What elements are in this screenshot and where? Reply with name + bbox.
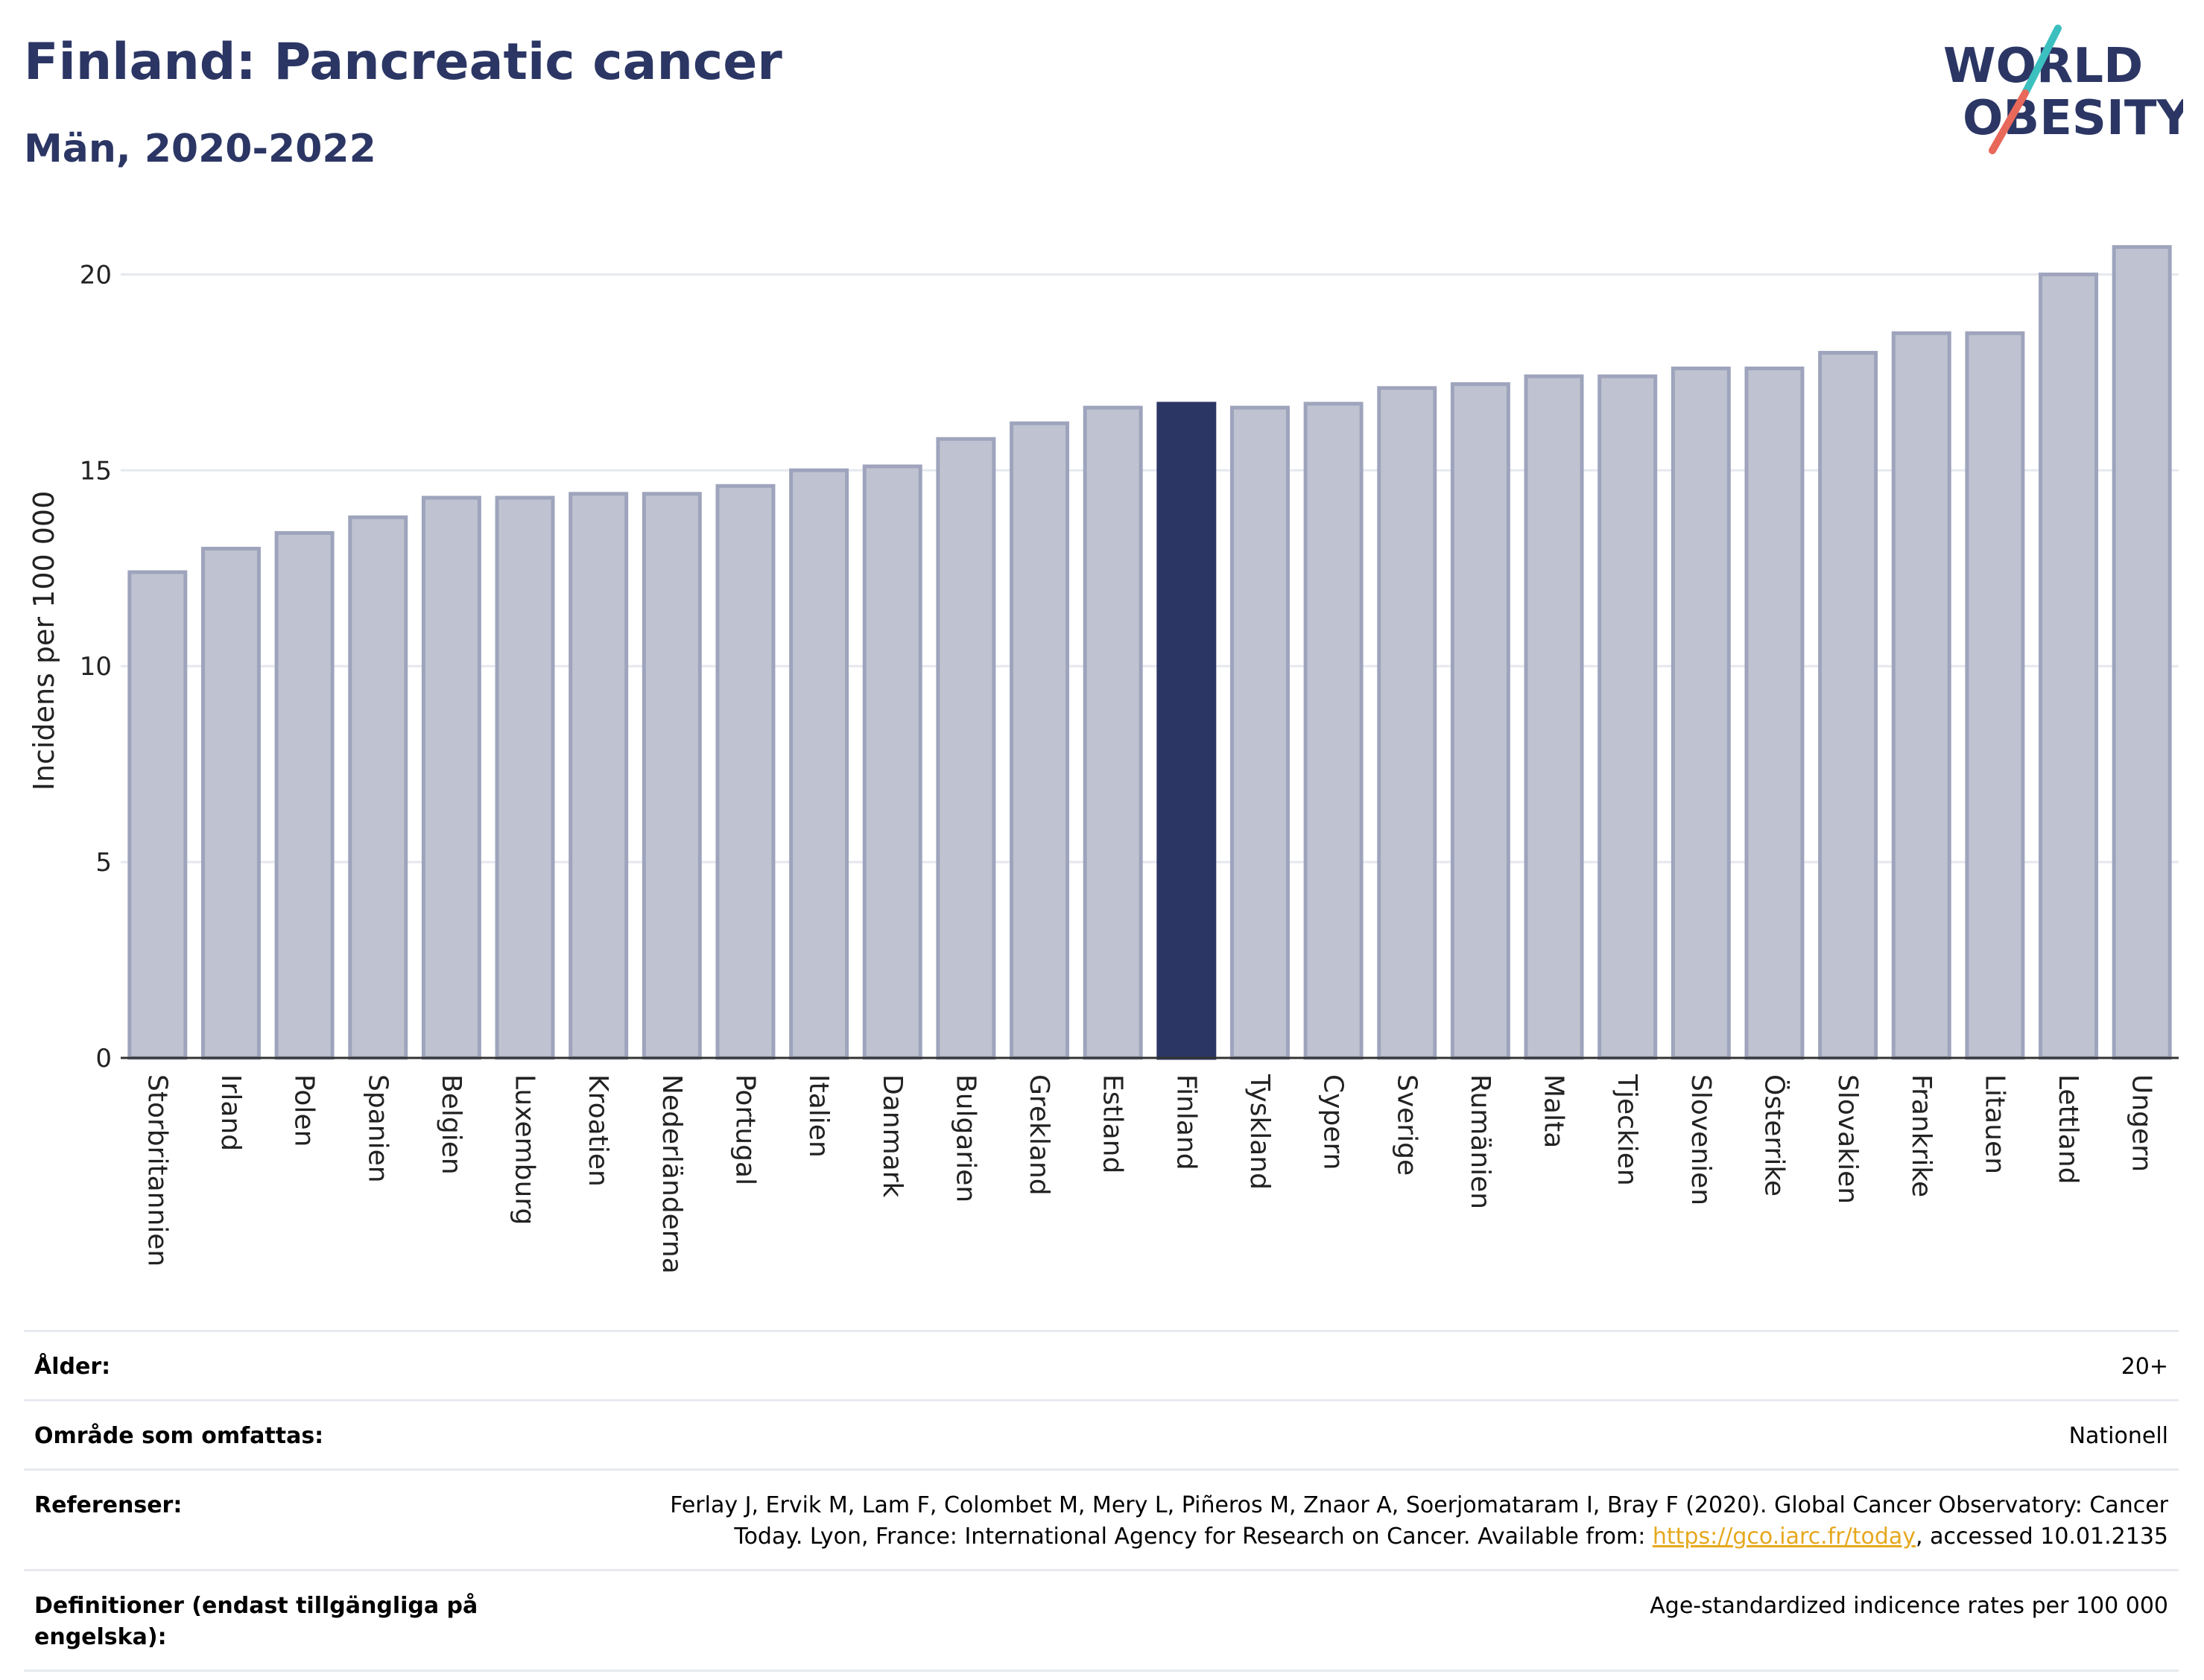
age-row: Ålder: 20+ [24,1330,2179,1399]
definitions-value: Age-standardized indicence rates per 100… [1650,1593,2168,1619]
bar-lettland [2039,272,2099,1060]
logo-word-world: WORLD [1943,39,2143,94]
area-row: Område som omfattas: Nationell [24,1399,2179,1468]
page-title: Finland: Pancreatic cancer [24,33,782,92]
x-tick-label: Polen [289,1074,320,1147]
definitions-row: Definitioner (endast tillgängliga på eng… [24,1569,2179,1672]
x-tick-label: Sverige [1391,1074,1422,1176]
references-text: Ferlay J, Ervik M, Lam F, Colombet M, Me… [670,1492,2168,1550]
x-tick-label: Danmark [877,1074,908,1198]
world-obesity-logo: WORLD OBESITY [1943,25,2183,154]
x-tick-label: Rumänien [1465,1074,1495,1209]
bar-luxemburg [495,495,555,1060]
y-tick-label: 20 [80,260,112,290]
bar-estland [1083,405,1143,1060]
bar-finland [1156,402,1217,1060]
x-tick-label: Österrike [1758,1074,1790,1196]
x-tick-label: Luxemburg [510,1074,540,1225]
bar-belgien [421,495,481,1060]
references-row: Referenser: Ferlay J, Ervik M, Lam F, Co… [24,1468,2179,1569]
definitions-label: Definitioner (endast tillgängliga på eng… [34,1593,478,1650]
age-value: 20+ [2121,1354,2168,1380]
bar-danmark [862,464,922,1060]
x-tick-label: Ungern [2127,1074,2157,1172]
info-table: Ålder: 20+ Område som omfattas: Nationel… [24,1330,2179,1672]
bar-grekland [1010,421,1070,1060]
bar-ungern [2112,245,2172,1060]
bar-spanien [348,515,408,1060]
x-tick-label: Italien [803,1074,834,1158]
bar-portugal [715,484,776,1060]
y-axis-title: Incidens per 100 000 [28,491,60,791]
y-tick-label: 10 [80,652,112,682]
bar-frankrike [1891,331,1951,1060]
bar-cypern [1303,402,1364,1060]
bar-sverige [1377,386,1437,1060]
area-label: Område som omfattas: [34,1423,324,1449]
x-tick-label: Cypern [1318,1074,1349,1170]
references-accessed: , accessed 10.01.2135 [1916,1524,2168,1550]
age-label: Ålder: [34,1354,111,1380]
x-tick-label: Grekland [1024,1074,1054,1196]
page-subtitle: Män, 2020-2022 [24,127,376,171]
axes: 0 5 10 15 20 Incidens per 100 000 Storbritanni… [28,260,2179,1274]
references-label: Referenser: [34,1492,183,1518]
bar-litauen [1965,331,2025,1060]
x-tick-label: Tyskland [1244,1074,1275,1190]
x-tick-label: Malta [1539,1074,1569,1148]
x-tick-label: Bulgarien [950,1074,981,1202]
bar-nederländerna [642,492,702,1060]
y-tick-label: 5 [95,848,112,878]
bar-italien [789,468,849,1060]
area-value: Nationell [2068,1423,2168,1449]
x-tick-label: Kroatien [583,1074,613,1187]
bar-slovakien [1818,351,1878,1060]
bar-tyskland [1229,405,1290,1060]
x-tick-label: Irland [215,1074,246,1151]
x-tick-label: Tjeckien [1612,1074,1642,1186]
logo-slash-coral [1989,89,2029,154]
bars [127,245,2172,1060]
bar-malta [1524,374,1584,1060]
bar-tjeckien [1597,374,1658,1060]
references-value: Ferlay J, Ervik M, Lam F, Colombet M, Me… [604,1490,2168,1553]
x-tick-label: Nederländerna [656,1074,687,1274]
x-tick-label: Estland [1098,1074,1128,1173]
bar-slovenien [1671,367,1731,1060]
bar-kroatien [569,492,629,1060]
x-tick-label: Portugal [729,1074,760,1185]
y-tick-label: 0 [95,1044,112,1074]
x-tick-label: Slovenien [1685,1074,1716,1205]
bar-chart: 0 5 10 15 20 Incidens per 100 000 Storbritanni… [28,245,2179,1274]
x-tick-label: Frankrike [1906,1074,1937,1197]
bar-polen [274,530,335,1060]
bar-rumänien [1450,382,1510,1060]
x-tick-label: Slovakien [1832,1074,1863,1204]
bar-österrike [1744,367,1805,1060]
x-tick-label: Storbritannien [142,1074,172,1267]
bar-bulgarien [936,437,996,1060]
x-tick-label: Belgien [436,1074,466,1175]
x-tick-label: Spanien [362,1074,393,1183]
bar-irland [200,546,261,1060]
bar-storbritannien [127,570,188,1060]
references-link[interactable]: https://gco.iarc.fr/today [1652,1524,1916,1550]
logo-slash-teal [2021,25,2062,97]
x-tick-label: Finland [1171,1074,1201,1170]
x-tick-label: Lettland [2053,1074,2083,1185]
x-tick-label: Litauen [1979,1074,2010,1174]
y-tick-label: 15 [80,456,112,486]
